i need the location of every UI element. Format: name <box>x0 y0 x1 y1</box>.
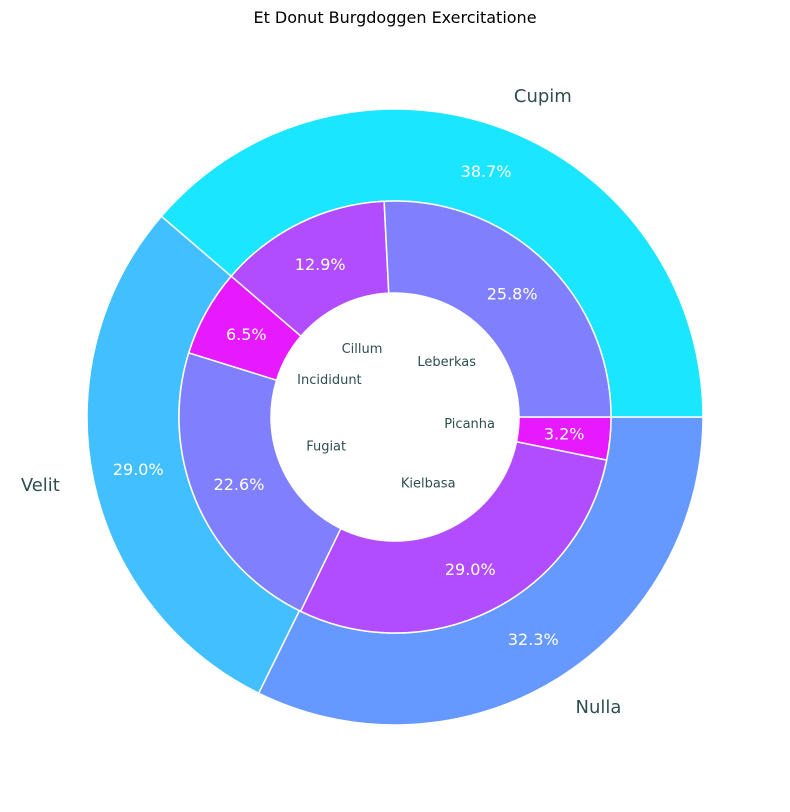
inner-category-label-picanha: Picanha <box>444 417 495 432</box>
inner-pct-label-picanha: 3.2% <box>544 425 585 444</box>
inner-pct-label-incididunt: 6.5% <box>226 325 267 344</box>
inner-ring <box>178 200 612 634</box>
outer-pct-label-cupim: 38.7% <box>461 162 512 181</box>
inner-category-label-kielbasa: Kielbasa <box>401 477 456 492</box>
inner-pct-label-kielbasa: 29.0% <box>445 560 496 579</box>
inner-pct-label-fugiat: 22.6% <box>214 475 265 494</box>
inner-wedge-kielbasa <box>299 440 608 634</box>
inner-category-label-cillum: Cillum <box>342 342 383 357</box>
chart-labels: 32.3% Nulla 29.0% Velit 38.7% Cupim 3.2% Picanh… <box>21 86 622 718</box>
outer-category-label-cupim: Cupim <box>514 86 572 107</box>
inner-category-label-incididunt: Incididunt <box>297 373 362 388</box>
inner-category-label-leberkas: Leberkas <box>417 355 476 370</box>
inner-category-label-fugiat: Fugiat <box>306 439 346 454</box>
inner-pct-label-leberkas: 25.8% <box>487 284 538 303</box>
outer-pct-label-nulla: 32.3% <box>508 630 559 649</box>
inner-pct-label-cillum: 12.9% <box>295 255 346 274</box>
outer-category-label-nulla: Nulla <box>576 697 622 718</box>
outer-pct-label-velit: 29.0% <box>113 460 164 479</box>
inner-wedge-fugiat <box>178 351 342 613</box>
chart-title: Et Donut Burgdoggen Exercitatione <box>253 8 536 27</box>
outer-category-label-velit: Velit <box>21 475 60 496</box>
inner-wedge-leberkas <box>383 200 612 418</box>
